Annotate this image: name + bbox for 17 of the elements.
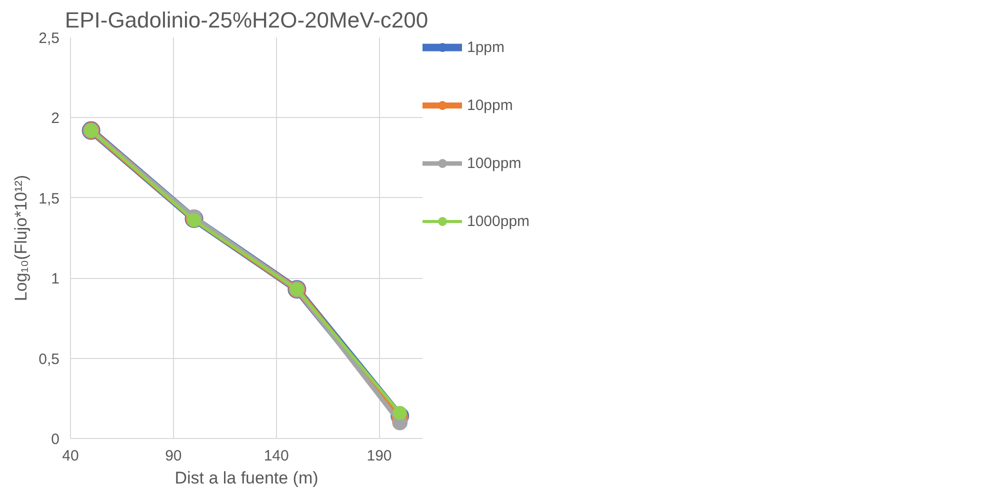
legend-label: 100ppm xyxy=(467,154,522,172)
legend-label: 1000ppm xyxy=(467,212,530,230)
x-tick-label: 140 xyxy=(264,448,289,464)
x-tick-label: 40 xyxy=(62,448,79,464)
legend-label: 10ppm xyxy=(467,96,513,114)
y-tick-label: 1,5 xyxy=(38,190,60,208)
y-tick-label: 0,5 xyxy=(38,350,60,368)
x-tick-label: 90 xyxy=(165,448,182,464)
x-axis-title: Dist a la fuente (m) xyxy=(174,468,318,488)
legend-label: 1ppm xyxy=(467,38,505,56)
y-axis-title: Log₁₀(Flujo*10¹²) xyxy=(12,174,31,302)
y-tick-label: 2,5 xyxy=(38,30,60,47)
y-tick-label: 2 xyxy=(51,110,60,128)
y-tick-label: 0 xyxy=(51,431,60,448)
chart-title: EPI-Gadolinio-25%H2O-20MeV-c200 xyxy=(64,8,428,32)
y-tick-label: 1 xyxy=(51,270,60,288)
x-tick-label: 190 xyxy=(366,448,392,464)
